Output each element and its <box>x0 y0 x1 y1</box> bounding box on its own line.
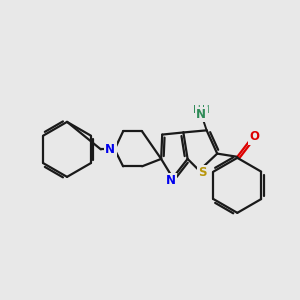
Text: N: N <box>166 174 176 187</box>
Text: S: S <box>198 166 207 179</box>
Text: N: N <box>105 143 115 156</box>
Text: O: O <box>250 130 260 143</box>
Text: H: H <box>193 105 201 115</box>
Text: H: H <box>202 105 210 115</box>
Text: N: N <box>196 108 206 121</box>
